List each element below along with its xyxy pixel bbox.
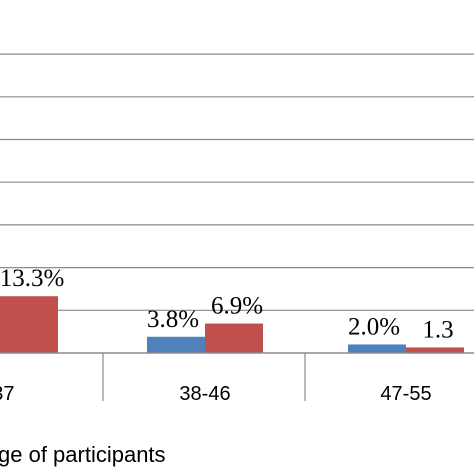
x-axis-title: ge of participants (0, 442, 166, 467)
data-label: 3.8% (147, 306, 199, 333)
bar-series-1-3 (348, 344, 406, 353)
bar-series-1-2 (147, 336, 205, 353)
bar-series-2-2 (205, 323, 263, 353)
data-label: 13.3% (0, 265, 64, 292)
x-tick-label: -37 (0, 383, 14, 405)
x-tick-label: 47-55 (380, 383, 431, 405)
bar-series-2-3 (406, 347, 464, 353)
gridlines (0, 53, 474, 311)
bars (0, 296, 464, 353)
data-label: 6.9% (211, 293, 263, 320)
data-label: 2.0% (348, 313, 400, 340)
data-labels: %3.8%2.0%13.3%6.9%1.3 (0, 265, 454, 343)
data-label: 1.3 (422, 316, 453, 343)
bar-series-2-1 (0, 296, 58, 353)
x-tick-label: 38-46 (179, 383, 230, 405)
x-tick-labels: -37 38-46 47-55 (0, 383, 432, 405)
x-axis-dividers (102, 353, 306, 401)
